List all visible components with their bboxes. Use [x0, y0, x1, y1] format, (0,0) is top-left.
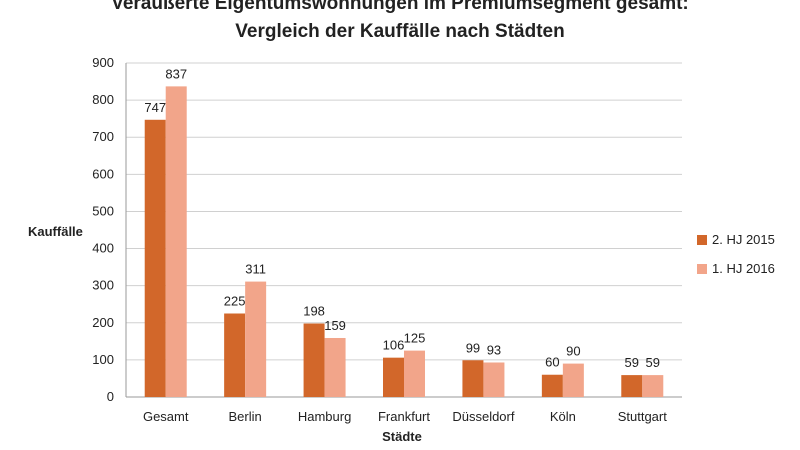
- data-label: 106: [383, 338, 405, 353]
- y-tick-label: 900: [92, 55, 114, 70]
- bar: [621, 375, 643, 397]
- data-label: 59: [646, 355, 660, 370]
- bar: [383, 357, 404, 397]
- bar: [324, 337, 346, 397]
- bar: [404, 350, 425, 397]
- data-label: 225: [224, 294, 246, 309]
- y-tick-label: 600: [92, 166, 114, 181]
- x-category-label: Gesamt: [143, 409, 189, 424]
- bar: [224, 313, 246, 397]
- y-tick-label: 200: [92, 315, 114, 330]
- y-axis-title: Kauffälle: [28, 224, 83, 239]
- data-label: 747: [144, 100, 166, 115]
- bar: [165, 86, 187, 397]
- x-axis-categories: Gesamt Berlin Hamburg Frankfurt Düsseldorf Kö…: [143, 409, 667, 424]
- legend-swatch: [697, 264, 707, 274]
- data-label: 59: [625, 355, 639, 370]
- y-tick-label: 100: [92, 352, 114, 367]
- y-tick-label: 300: [92, 278, 114, 293]
- x-axis-title: Städte: [382, 429, 422, 444]
- y-tick-label: 0: [107, 389, 114, 404]
- y-axis-ticks: 0 100 200 300 400 500 600 700 800 900: [92, 55, 114, 404]
- y-tick-label: 700: [92, 129, 114, 144]
- data-label: 159: [324, 318, 346, 333]
- data-label: 837: [165, 66, 187, 81]
- x-category-label: Stuttgart: [618, 409, 668, 424]
- bar: [303, 323, 325, 397]
- x-category-label: Düsseldorf: [452, 409, 515, 424]
- chart-subtitle: Vergleich der Kauffälle nach Städten: [235, 21, 564, 42]
- data-label: 198: [303, 304, 325, 319]
- legend: 2. HJ 2015 1. HJ 2016: [697, 232, 775, 276]
- chart-title: Veräußerte Eigentumswohnungen im Premium…: [111, 0, 689, 14]
- legend-swatch: [697, 235, 707, 245]
- bars: [144, 86, 664, 397]
- bar: [642, 375, 664, 397]
- x-category-label: Berlin: [229, 409, 262, 424]
- bar: [483, 362, 505, 397]
- x-category-label: Köln: [550, 409, 576, 424]
- legend-label: 2. HJ 2015: [712, 232, 775, 247]
- bar: [245, 281, 267, 397]
- y-tick-label: 500: [92, 203, 114, 218]
- bar: [562, 363, 584, 397]
- data-label: 93: [487, 342, 501, 357]
- x-category-label: Hamburg: [298, 409, 351, 424]
- gridlines: [125, 62, 682, 398]
- data-label: 60: [545, 355, 559, 370]
- bar: [462, 360, 484, 397]
- data-label: 125: [404, 331, 426, 346]
- x-category-label: Frankfurt: [378, 409, 430, 424]
- y-tick-label: 400: [92, 241, 114, 256]
- data-label: 99: [466, 340, 480, 355]
- bar: [144, 119, 166, 397]
- legend-label: 1. HJ 2016: [712, 261, 775, 276]
- y-tick-label: 800: [92, 92, 114, 107]
- data-label: 311: [245, 262, 266, 277]
- data-label: 90: [566, 344, 580, 359]
- bar: [541, 374, 563, 397]
